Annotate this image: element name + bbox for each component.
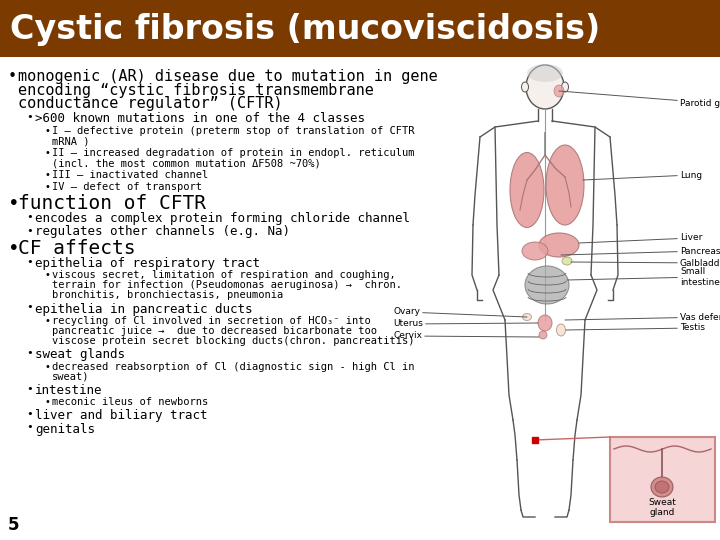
Text: Ovary: Ovary: [393, 307, 527, 317]
Text: •: •: [44, 271, 50, 280]
Text: •: •: [26, 212, 32, 222]
Text: •: •: [44, 182, 50, 192]
Ellipse shape: [655, 481, 669, 493]
Text: II – increased degradation of protein in endopl. reticulum: II – increased degradation of protein in…: [52, 148, 415, 158]
Ellipse shape: [557, 324, 565, 336]
FancyBboxPatch shape: [0, 0, 720, 57]
Text: Galbladder: Galbladder: [571, 259, 720, 267]
Text: Cystic fibrosis (mucoviscidosis): Cystic fibrosis (mucoviscidosis): [10, 12, 600, 45]
Text: •: •: [26, 422, 32, 433]
Ellipse shape: [562, 82, 569, 92]
Text: IV – defect of transport: IV – defect of transport: [52, 182, 202, 192]
Text: encoding “cystic fibrosis transmembrane: encoding “cystic fibrosis transmembrane: [18, 83, 374, 98]
Text: bronchitis, bronchiectasis, pneumonia: bronchitis, bronchiectasis, pneumonia: [52, 291, 283, 300]
Text: Cervix: Cervix: [393, 332, 539, 341]
Text: Liver: Liver: [579, 233, 703, 243]
Text: regulates other channels (e.g. Na): regulates other channels (e.g. Na): [35, 226, 290, 239]
Text: •: •: [26, 112, 32, 123]
Text: recycling of Cl involved in secretion of HCO₃⁻ into: recycling of Cl involved in secretion of…: [52, 316, 371, 326]
Ellipse shape: [526, 65, 564, 109]
Text: intestine: intestine: [35, 383, 102, 396]
Text: Parotid gland: Parotid gland: [559, 91, 720, 107]
Ellipse shape: [562, 257, 572, 265]
Text: •: •: [44, 170, 50, 180]
Ellipse shape: [527, 64, 563, 82]
Text: viscous secret, limitation of respiration and coughing,: viscous secret, limitation of respiratio…: [52, 271, 396, 280]
Text: I – defective protein (preterm stop of translation of CFTR: I – defective protein (preterm stop of t…: [52, 126, 415, 136]
Ellipse shape: [510, 152, 544, 227]
Text: Sweat
gland: Sweat gland: [648, 497, 676, 517]
Ellipse shape: [554, 85, 564, 97]
Text: •: •: [26, 383, 32, 394]
Ellipse shape: [538, 315, 552, 331]
Text: 5: 5: [8, 516, 19, 534]
Text: •: •: [44, 361, 50, 372]
Ellipse shape: [539, 331, 547, 339]
Text: epithelia of respiratory tract: epithelia of respiratory tract: [35, 257, 260, 270]
Text: mRNA ): mRNA ): [52, 136, 89, 146]
Text: >600 known mutations in one of the 4 classes: >600 known mutations in one of the 4 cla…: [35, 112, 365, 125]
Text: •: •: [26, 257, 32, 267]
Ellipse shape: [546, 145, 584, 225]
Text: CF affects: CF affects: [18, 239, 135, 258]
Text: Testis: Testis: [566, 323, 705, 333]
Ellipse shape: [525, 266, 569, 304]
Text: sweat): sweat): [52, 372, 89, 381]
FancyBboxPatch shape: [610, 437, 715, 522]
Text: encodes a complex protein forming chloride channel: encodes a complex protein forming chlori…: [35, 212, 410, 225]
Text: Vas deferens: Vas deferens: [565, 313, 720, 321]
Text: genitals: genitals: [35, 422, 95, 435]
Ellipse shape: [522, 242, 548, 260]
Ellipse shape: [521, 82, 528, 92]
Text: function of CFTR: function of CFTR: [18, 194, 206, 213]
Text: pancreatic juice →  due to decreased bicarbonate too: pancreatic juice → due to decreased bica…: [52, 326, 377, 336]
Text: •: •: [26, 226, 32, 235]
Ellipse shape: [651, 477, 673, 497]
Text: sweat glands: sweat glands: [35, 348, 125, 361]
Text: monogenic (AR) disease due to mutation in gene: monogenic (AR) disease due to mutation i…: [18, 69, 438, 84]
Text: Small
intestine: Small intestine: [567, 267, 720, 287]
Text: •: •: [44, 316, 50, 326]
Text: •: •: [44, 397, 50, 407]
Text: (incl. the most common mutation ΔF508 ~70%): (incl. the most common mutation ΔF508 ~7…: [52, 158, 320, 168]
Text: conductance regulator” (CFTR): conductance regulator” (CFTR): [18, 96, 283, 111]
Text: •: •: [44, 126, 50, 136]
Text: Uterus: Uterus: [393, 320, 538, 328]
Text: terrain for infection (Pseudomonas aeruginosa) →  chron.: terrain for infection (Pseudomonas aerug…: [52, 280, 402, 291]
Text: epithelia in pancreatic ducts: epithelia in pancreatic ducts: [35, 302, 253, 315]
Text: •: •: [8, 69, 17, 84]
Text: III – inactivated channel: III – inactivated channel: [52, 170, 208, 180]
Text: liver and biliary tract: liver and biliary tract: [35, 409, 207, 422]
Text: •: •: [8, 194, 19, 213]
Text: Pancreas: Pancreas: [561, 246, 720, 255]
FancyBboxPatch shape: [0, 57, 720, 540]
Text: •: •: [26, 302, 32, 313]
Text: •: •: [44, 148, 50, 158]
Text: •: •: [26, 409, 32, 419]
Text: viscose protein secret blocking ducts(chron. pancreatitis): viscose protein secret blocking ducts(ch…: [52, 336, 415, 346]
Text: meconic ileus of newborns: meconic ileus of newborns: [52, 397, 208, 407]
Text: decreased reabsorption of Cl (diagnostic sign - high Cl in: decreased reabsorption of Cl (diagnostic…: [52, 361, 415, 372]
Ellipse shape: [539, 233, 579, 257]
Text: Lung: Lung: [583, 171, 702, 180]
Text: •: •: [26, 348, 32, 358]
Ellipse shape: [523, 314, 531, 321]
Text: •: •: [8, 239, 19, 258]
